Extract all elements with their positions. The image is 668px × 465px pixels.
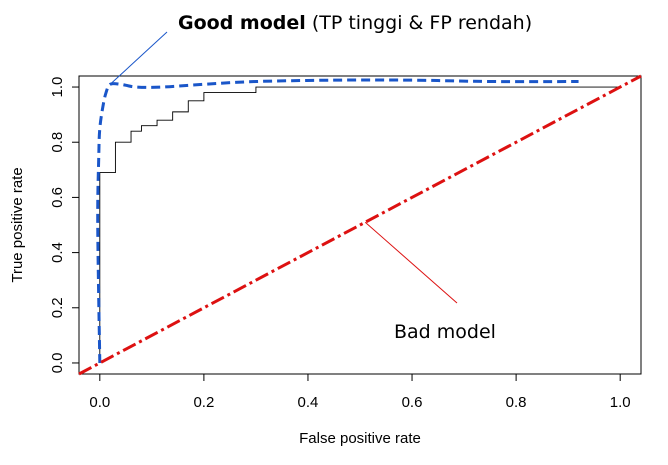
y-axis: 0.0 0.2 0.4 0.6 0.8 1.0 bbox=[49, 77, 79, 374]
x-axis: 0.0 0.2 0.4 0.6 0.8 1.0 bbox=[89, 374, 631, 411]
y-axis-title: True positive rate bbox=[9, 167, 26, 282]
good-model-curve bbox=[96, 78, 579, 363]
good-model-pointer bbox=[109, 31, 168, 85]
good-model-label: Good model (TP tinggi & FP rendah) bbox=[178, 12, 532, 34]
plot-frame bbox=[78, 75, 642, 375]
y-tick-label: 0.6 bbox=[49, 187, 66, 208]
annotation-layer: Good model (TP tinggi & FP rendah) Bad m… bbox=[109, 12, 532, 343]
good-model-bold: Good model bbox=[178, 12, 306, 34]
y-tick-label: 1.0 bbox=[49, 77, 66, 98]
x-axis-title: False positive rate bbox=[299, 430, 421, 447]
x-tick-label: 0.4 bbox=[298, 394, 319, 411]
y-tick-label: 0.2 bbox=[49, 297, 66, 318]
series-layer bbox=[78, 74, 642, 376]
y-tick-label: 0.0 bbox=[49, 353, 66, 374]
y-tick-label: 0.4 bbox=[49, 242, 66, 263]
bad-model-diagonal bbox=[78, 74, 642, 376]
x-tick-label: 0.0 bbox=[89, 394, 110, 411]
x-tick-label: 0.2 bbox=[193, 394, 214, 411]
roc-step-curve bbox=[99, 86, 621, 363]
bad-model-label: Bad model bbox=[394, 321, 496, 343]
bad-model-pointer bbox=[364, 221, 458, 304]
x-tick-label: 1.0 bbox=[610, 394, 631, 411]
x-tick-label: 0.8 bbox=[506, 394, 527, 411]
good-model-detail: (TP tinggi & FP rendah) bbox=[306, 12, 532, 34]
x-tick-label: 0.6 bbox=[402, 394, 423, 411]
y-tick-label: 0.8 bbox=[49, 132, 66, 153]
